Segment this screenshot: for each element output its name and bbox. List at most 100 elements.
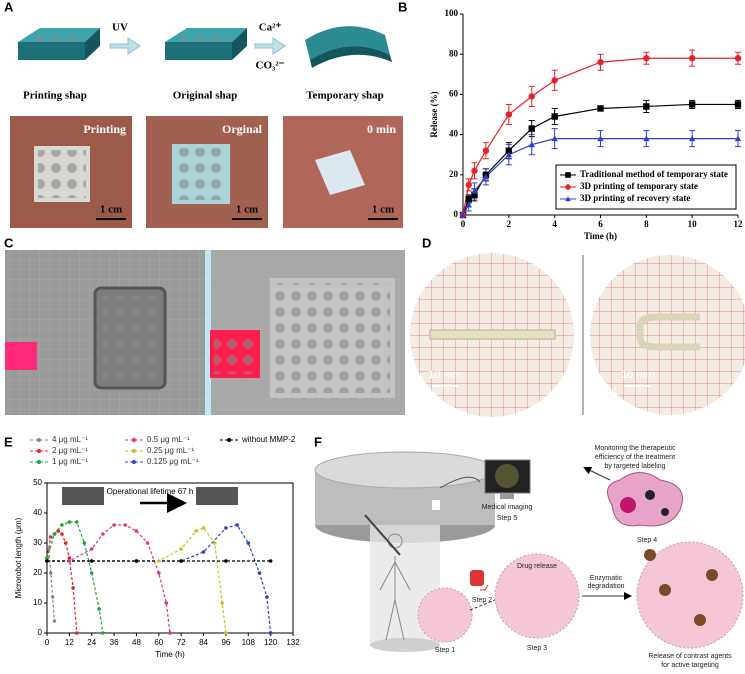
x-tick-label: 2: [507, 219, 512, 229]
marker: [97, 607, 101, 611]
chart: 0 20 40 60 80 100 0 2 4 6 8 10 12 Time (h) Release (%)…: [429, 8, 743, 241]
panel-c: [5, 250, 405, 415]
marker: [265, 595, 269, 599]
marker: [164, 601, 169, 605]
x-tick-label: 84: [199, 638, 208, 647]
x-tick-label: 60: [154, 638, 163, 647]
marker: [268, 559, 273, 563]
scale-bar-label: 10 mm: [428, 369, 462, 381]
marker: [459, 211, 467, 218]
y-tick-label: 100: [445, 8, 459, 18]
y-tick-label: 40: [449, 129, 459, 139]
marker: [224, 631, 228, 635]
marker: [224, 526, 228, 530]
marker: [75, 520, 79, 524]
legend-marker: [132, 449, 136, 453]
legend-label: 0.5 μg mL⁻¹: [147, 435, 190, 444]
marker: [89, 547, 94, 551]
marker: [224, 559, 228, 563]
marker: [134, 529, 139, 533]
marker: [528, 125, 535, 132]
marker: [134, 559, 139, 563]
marker: [89, 559, 94, 563]
x-tick-label: 108: [242, 638, 256, 647]
marker: [201, 526, 206, 530]
marker: [551, 113, 558, 120]
step-label: Step 5: [497, 515, 517, 522]
marker: [45, 559, 49, 563]
panel-a: UV Ca²⁺ CO₃²⁻ Printing shap Original sha…: [10, 22, 403, 228]
marker: [89, 571, 94, 575]
marker: [179, 547, 183, 551]
x-tick-label: 12: [65, 638, 74, 647]
marker: [52, 619, 57, 623]
x-tick-label: 72: [177, 638, 186, 647]
panel-d: 10 mm 10 mm: [410, 253, 745, 417]
marker: [145, 541, 150, 545]
panel-label: E: [4, 434, 13, 449]
y-tick-label: 30: [33, 538, 42, 547]
x-axis-title: Time (h): [155, 650, 185, 659]
inset-image: [196, 487, 238, 505]
marker: [471, 187, 478, 194]
ion-label: CO₃²⁻: [256, 60, 285, 72]
marker: [505, 111, 513, 118]
step-label: UV: [112, 22, 128, 34]
marker: [643, 103, 650, 110]
legend-marker: [132, 460, 136, 464]
marker: [257, 571, 262, 575]
x-tick-label: 48: [132, 638, 141, 647]
marker: [643, 135, 650, 142]
marker: [112, 523, 116, 527]
photo-caption: Orginal: [222, 122, 263, 136]
marker: [734, 135, 742, 142]
step-label: Step 4: [637, 537, 657, 544]
step-label: Step 3: [527, 645, 547, 652]
legend-label: without MMP-2: [241, 435, 296, 444]
series-line: [46, 521, 104, 634]
marker: [168, 631, 172, 635]
scale-bar-label: 10 mm: [621, 369, 655, 381]
inset-image: [62, 487, 104, 505]
x-tick-label: 96: [221, 638, 230, 647]
legend-label: 0.125 μg mL⁻¹: [147, 457, 199, 466]
step-label: Step 2: [472, 597, 492, 604]
series-line: [47, 524, 171, 634]
marker: [688, 135, 696, 142]
photo-caption: 0 min: [367, 122, 396, 136]
marker: [471, 191, 478, 199]
y-axis-title: Microrobot length (μm): [14, 517, 23, 598]
annotation: Operational lifetime 67 h: [107, 487, 194, 496]
scale-bar-label: 1 cm: [372, 204, 394, 216]
y-axis-title: Release (%): [429, 91, 439, 137]
marker: [48, 535, 53, 539]
x-tick-label: 12: [734, 219, 744, 229]
marker: [194, 529, 198, 533]
marker: [465, 201, 472, 208]
y-tick-label: 10: [33, 598, 42, 607]
marker: [56, 529, 60, 533]
marker: [465, 195, 472, 203]
marker: [268, 631, 273, 635]
marker: [734, 55, 742, 62]
y-tick-label: 50: [33, 478, 42, 487]
legend-label: 0.25 μg mL⁻¹: [147, 446, 194, 455]
marker: [597, 59, 604, 66]
chart: 0 10 20 30 40 50 0 12 24 36 48 60 72 84 96 108 120 132 Tim…: [14, 435, 300, 659]
legend-label: 4 μg mL⁻¹: [52, 435, 88, 444]
marker: [157, 571, 161, 575]
marker: [688, 55, 696, 62]
marker: [551, 77, 558, 84]
series-line: [47, 527, 227, 634]
diagram-text: Monitoring the therapeutic: [595, 445, 676, 452]
marker: [67, 556, 72, 560]
marker: [75, 631, 79, 635]
x-tick-label: 8: [644, 219, 649, 229]
legend-label: 3D printing of recovery state: [580, 193, 690, 203]
marker: [52, 532, 57, 536]
diagram-text: efficiency of the treatment: [595, 454, 675, 461]
diagram-text: Release of contrast agents: [648, 653, 732, 660]
legend-label: 2 μg mL⁻¹: [52, 446, 88, 455]
marker: [505, 147, 513, 154]
marker: [482, 173, 490, 180]
